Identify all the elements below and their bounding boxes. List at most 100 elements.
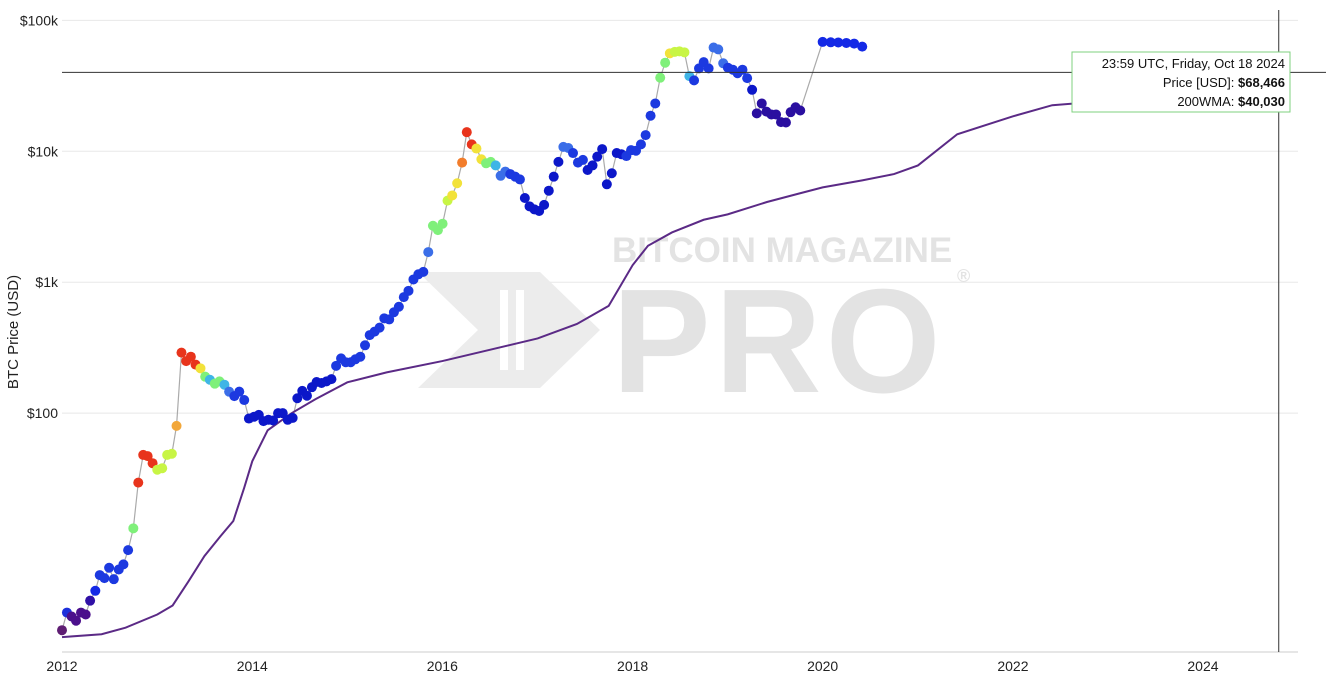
price-dot-79	[437, 218, 448, 229]
price-dot-5	[80, 609, 91, 620]
price-dot-66	[374, 322, 385, 333]
price-dot-121	[640, 130, 651, 141]
price-dot-49	[292, 393, 303, 404]
price-dot-143	[747, 84, 758, 95]
price-dot-72	[403, 285, 414, 296]
grid-lines	[62, 19, 1298, 653]
price-dot-112	[597, 144, 608, 155]
price-dot-11	[108, 574, 119, 585]
x-tick-label-5: 2022	[997, 658, 1028, 674]
price-dot-7	[90, 585, 101, 596]
price-dot-102	[548, 171, 559, 182]
price-dot-38	[239, 395, 250, 406]
price-dot-122	[645, 110, 656, 121]
price-dot-29	[195, 363, 206, 374]
price-dot-70	[393, 301, 404, 312]
price-dot-3	[71, 615, 82, 626]
price-dot-10	[104, 562, 115, 573]
watermark-logo-icon	[418, 272, 600, 388]
price-dot-62	[355, 351, 366, 362]
price-dot-124	[655, 72, 666, 83]
price-dot-24	[171, 420, 182, 431]
price-dot-25	[176, 347, 187, 358]
price-dot-86	[471, 143, 482, 154]
price-dot-90	[490, 160, 501, 171]
price-dot-18	[142, 451, 153, 462]
price-dot-9	[99, 573, 110, 584]
y-tick-label-3: $100k	[20, 12, 59, 28]
price-dot-123	[650, 98, 661, 109]
x-tick-label-0: 2012	[46, 658, 77, 674]
tooltip-price: Price [USD]: $68,466	[1163, 75, 1285, 90]
price-dots	[57, 36, 868, 636]
tooltip-wma-label: 200WMA:	[1177, 94, 1238, 109]
price-dot-158	[849, 38, 860, 49]
price-dot-0	[57, 625, 67, 636]
price-dot-108	[577, 154, 588, 165]
x-axis-ticks: 2012 2014 2016 2018 2020 2022 2024	[46, 658, 1218, 674]
price-dot-82	[452, 178, 463, 189]
y-tick-label-2: $10k	[28, 143, 59, 159]
price-dot-106	[568, 148, 579, 159]
x-tick-label-2: 2016	[427, 658, 458, 674]
price-dot-101	[543, 185, 554, 196]
tooltip-box	[1071, 51, 1291, 113]
price-dot-68	[384, 314, 395, 325]
price-dot-6	[85, 595, 96, 606]
y-tick-label-1: $1k	[35, 274, 59, 290]
price-dot-113	[601, 179, 612, 190]
price-dot-37	[234, 386, 245, 397]
price-dot-51	[301, 390, 312, 401]
wma-series-line	[61, 99, 1109, 639]
price-dot-14	[123, 545, 134, 556]
tooltip-wma-value: $40,030	[1238, 94, 1285, 109]
price-dot-16	[133, 477, 144, 488]
price-dot-95	[514, 174, 525, 185]
watermark-line2: PRO	[612, 259, 945, 424]
price-dot-134	[703, 63, 714, 74]
watermark-registered-mark: ®	[957, 266, 970, 286]
wma-line	[61, 99, 1109, 639]
price-dot-110	[587, 160, 598, 171]
price-dot-159	[857, 41, 868, 52]
price-dot-153	[795, 105, 806, 116]
price-dot-27	[185, 351, 196, 362]
tooltip-date: 23:59 UTC, Friday, Oct 18 2024	[1102, 56, 1285, 71]
price-dot-57	[331, 360, 342, 371]
x-tick-label-3: 2018	[617, 658, 648, 674]
price-dot-96	[519, 192, 530, 203]
price-dot-148	[771, 109, 782, 120]
price-dot-48	[287, 412, 298, 423]
price-dot-155	[825, 37, 836, 48]
price-dot-83	[457, 157, 468, 168]
x-tick-label-1: 2014	[237, 658, 268, 674]
price-dot-150	[780, 117, 791, 128]
price-dot-114	[606, 168, 617, 179]
price-dot-142	[742, 73, 753, 84]
price-dot-131	[689, 75, 700, 86]
price-dot-125	[660, 57, 671, 68]
x-tick-label-4: 2020	[807, 658, 838, 674]
y-axis-ticks: $100 $1k $10k $100k	[20, 12, 59, 421]
tooltip-price-value: $68,466	[1238, 75, 1285, 90]
price-dot-21	[157, 463, 168, 474]
price-dot-156	[833, 37, 844, 48]
price-dot-136	[713, 44, 724, 55]
price-dot-15	[128, 523, 139, 534]
tooltip-price-label: Price [USD]:	[1163, 75, 1238, 90]
price-dot-141	[737, 64, 748, 75]
tooltip-wma: 200WMA: $40,030	[1177, 94, 1285, 109]
price-dot-76	[423, 247, 434, 258]
price-dot-100	[539, 199, 550, 210]
watermark-line1: BITCOIN MAGAZINE	[612, 231, 952, 270]
price-dot-23	[166, 448, 177, 459]
tooltip: 23:59 UTC, Friday, Oct 18 2024 Price [US…	[1071, 51, 1291, 113]
y-axis-label: BTC Price (USD)	[5, 275, 22, 389]
price-dot-44	[268, 415, 279, 426]
price-dot-63	[360, 340, 371, 351]
price-dot-84	[461, 127, 472, 138]
price-dot-145	[756, 98, 767, 109]
x-tick-label-6: 2024	[1187, 658, 1218, 674]
watermark: BITCOIN MAGAZINE PRO ®	[418, 231, 970, 424]
